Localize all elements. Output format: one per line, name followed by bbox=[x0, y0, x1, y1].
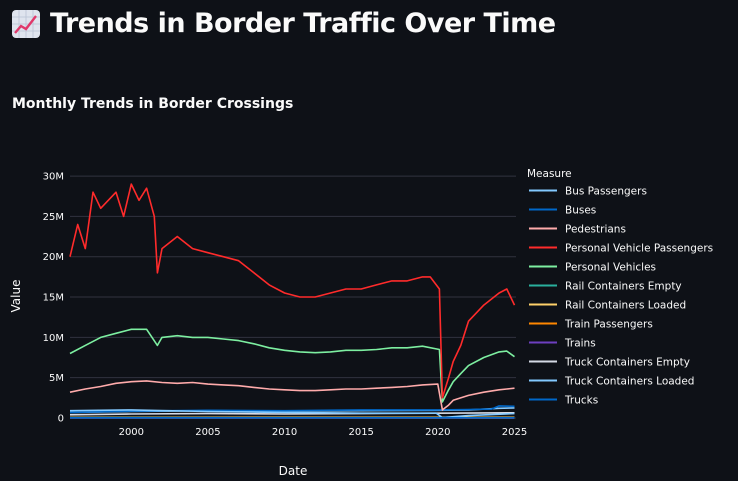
legend-item[interactable]: Rail Containers Empty bbox=[529, 281, 682, 293]
series-line bbox=[69, 183, 516, 399]
page-title-text: Trends in Border Traffic Over Time bbox=[50, 8, 556, 39]
legend-item[interactable]: Personal Vehicle Passengers bbox=[529, 243, 713, 255]
chart-legend: Bus Passengers Buses Pedestrians Personal V… bbox=[529, 186, 713, 407]
legend-item[interactable]: Bus Passengers bbox=[529, 186, 647, 198]
legend-item[interactable]: Pedestrians bbox=[529, 224, 626, 236]
legend-item[interactable]: Buses bbox=[529, 205, 596, 217]
page-title: Trends in Border Traffic Over Time bbox=[12, 8, 556, 39]
legend-item[interactable]: Truck Containers Empty bbox=[529, 357, 690, 369]
x-tick-label: 2025 bbox=[502, 427, 527, 438]
legend-item[interactable]: Trucks bbox=[529, 395, 598, 407]
legend-label: Truck Containers Loaded bbox=[564, 376, 694, 388]
legend-item[interactable]: Rail Containers Loaded bbox=[529, 300, 686, 312]
legend-item[interactable]: Truck Containers Loaded bbox=[529, 376, 694, 388]
legend-item[interactable]: Personal Vehicles bbox=[529, 262, 656, 274]
x-axis-title: Date bbox=[279, 464, 308, 478]
legend-label: Personal Vehicles bbox=[565, 262, 656, 274]
legend-label: Train Passengers bbox=[564, 319, 653, 331]
chart-series-lines bbox=[69, 183, 516, 419]
chart-increasing-icon bbox=[12, 9, 40, 38]
y-tick-label: 0 bbox=[58, 414, 64, 425]
x-tick-label: 2000 bbox=[119, 427, 144, 438]
y-tick-label: 15M bbox=[43, 293, 64, 304]
x-tick-label: 2015 bbox=[348, 427, 373, 438]
legend-item[interactable]: Trains bbox=[529, 338, 596, 350]
legend-label: Trains bbox=[564, 338, 596, 350]
legend-label: Trucks bbox=[564, 395, 598, 407]
x-tick-label: 2010 bbox=[272, 427, 297, 438]
x-axis-ticks: 2000 2005 2010 2015 2020 2025 bbox=[119, 427, 528, 438]
y-tick-label: 20M bbox=[43, 252, 64, 263]
legend-label: Rail Containers Loaded bbox=[565, 300, 686, 312]
legend-title: Measure bbox=[527, 168, 572, 180]
legend-item[interactable]: Train Passengers bbox=[529, 319, 653, 331]
x-tick-label: 2005 bbox=[195, 427, 220, 438]
series-line bbox=[69, 411, 515, 416]
chart-title: Monthly Trends in Border Crossings bbox=[12, 96, 294, 112]
series-line bbox=[69, 409, 515, 419]
x-tick-label: 2020 bbox=[425, 427, 450, 438]
series-line bbox=[69, 328, 515, 403]
series-line bbox=[69, 380, 515, 411]
y-tick-label: 10M bbox=[43, 333, 64, 344]
y-axis-title: Value bbox=[9, 280, 23, 313]
legend-label: Bus Passengers bbox=[565, 186, 647, 198]
y-tick-label: 30M bbox=[43, 172, 64, 183]
y-tick-label: 5M bbox=[49, 373, 64, 384]
y-axis-ticks: 0 5M 10M 15M 20M 25M 30M bbox=[43, 172, 64, 425]
legend-label: Personal Vehicle Passengers bbox=[565, 243, 713, 255]
legend-label: Rail Containers Empty bbox=[565, 281, 682, 293]
legend-label: Pedestrians bbox=[565, 224, 626, 236]
legend-label: Buses bbox=[565, 205, 596, 217]
y-tick-label: 25M bbox=[43, 212, 64, 223]
legend-label: Truck Containers Empty bbox=[564, 357, 690, 369]
